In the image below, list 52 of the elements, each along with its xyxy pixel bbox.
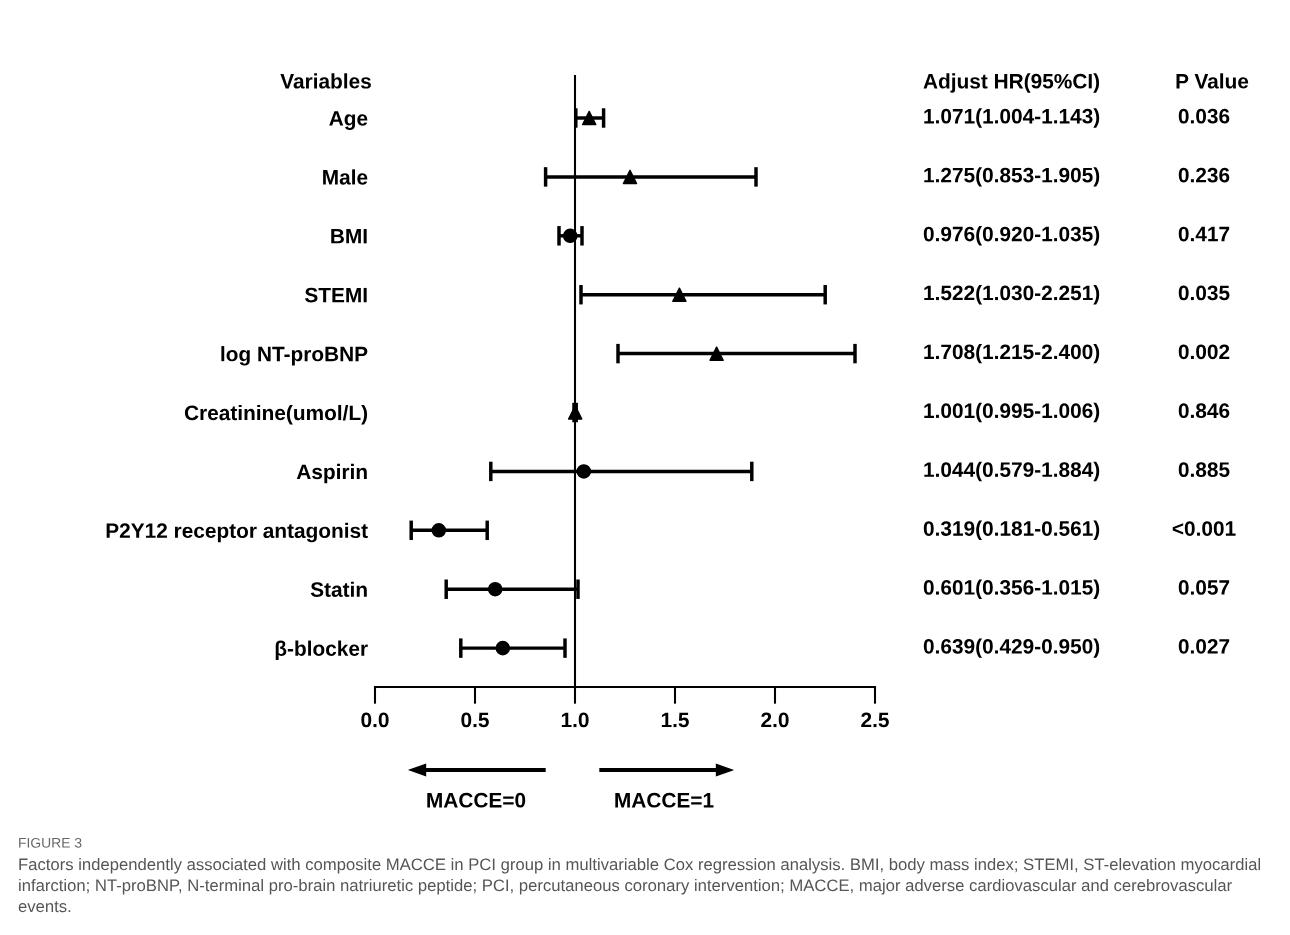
text: 1.001(0.995-1.006) (924, 402, 1100, 423)
y-tick-label: BMI (331, 229, 367, 244)
y-tick-label: P2Y12 receptor antagonist (106, 522, 368, 543)
y-tick-label: Aspirin (296, 463, 367, 484)
point (709, 346, 724, 361)
text: Factors independently associated with composite MACCE in PCI group in multivariable Cox regression analysis. BMI, body mass index; STEMI, ST-elevation myocardial infarction; NT-proBNP, N-terminal pro-brain natriuretic peptide; PCI, percutaneous coronary intervention; MACCE, major adverse cardiovascular and cerebrovascular events. (18, 858, 1261, 913)
y-tick-label: Statin (310, 581, 367, 597)
text: 1.708(1.215-2.400) (924, 343, 1100, 364)
x-tick-label: 1.0 (561, 712, 589, 728)
point (672, 287, 687, 302)
text: 1.275(0.853-1.905) (924, 167, 1100, 187)
x-tick-label: 1.5 (661, 712, 689, 728)
text: 0.236 (1178, 167, 1230, 183)
point (487, 581, 503, 597)
text: 0.002 (1178, 344, 1230, 360)
text: 0.319(0.181-0.561) (923, 520, 1100, 541)
y-tick-label: Creatinine(umol/L) (184, 404, 368, 425)
y-tick-label: β-blocker (275, 640, 368, 660)
text: 0.601(0.356-1.015) (923, 579, 1100, 599)
text: 0.035 (1178, 285, 1230, 301)
y-tick-label: STEMI (305, 287, 367, 303)
point (562, 228, 578, 244)
text: <0.001 (1172, 521, 1236, 536)
text: 1.044(0.579-1.884) (924, 461, 1100, 482)
point (622, 169, 638, 185)
y-tick-label: log NT-proBNP (221, 346, 368, 366)
text: P Value (1176, 73, 1249, 89)
text: 0.027 (1178, 638, 1230, 654)
point (581, 110, 597, 126)
x-tick-label: 0.5 (461, 712, 489, 728)
text: 1.071(1.004-1.143) (924, 108, 1100, 128)
text: 0.057 (1178, 580, 1230, 595)
text: 0.976(0.920-1.035) (923, 226, 1100, 246)
text: MACCE=0 (427, 792, 526, 808)
text: 0.846 (1178, 403, 1230, 419)
x-tick-label: 0.0 (361, 712, 389, 728)
text: Variables (280, 73, 371, 89)
point (576, 464, 592, 479)
y-tick-label: Age (329, 111, 368, 130)
y-tick-label: Male (323, 169, 368, 185)
x-tick-label: 2.0 (761, 712, 789, 728)
point (495, 640, 511, 656)
point (431, 523, 447, 538)
text: MACCE=1 (615, 792, 714, 808)
text: 0.885 (1178, 462, 1230, 478)
text: Adjust HR(95%CI) (923, 73, 1100, 93)
text: 0.639(0.429-0.950) (923, 638, 1100, 658)
caption: FIGURE 3 (19, 837, 82, 848)
x-tick-label: 2.5 (861, 712, 889, 728)
text: 0.417 (1178, 226, 1230, 242)
text: 1.522(1.030-2.251) (924, 285, 1100, 305)
text: 0.036 (1178, 108, 1230, 124)
